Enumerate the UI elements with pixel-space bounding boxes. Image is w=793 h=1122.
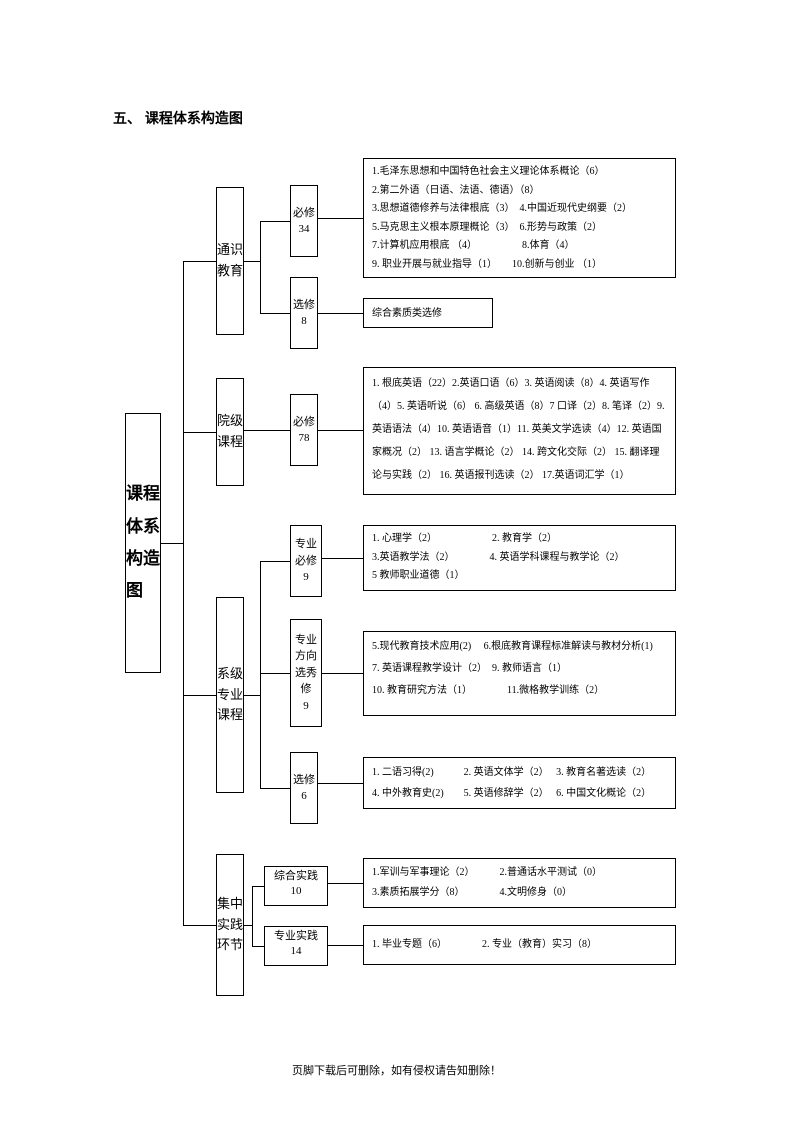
conn-b-b1 bbox=[244, 430, 290, 431]
conn-c-c1 bbox=[260, 561, 290, 562]
conn-a-a1 bbox=[260, 221, 290, 222]
l1-general-edu: 通识教育 bbox=[216, 187, 244, 335]
conn-d-d2 bbox=[252, 946, 264, 947]
l2-a2: 选修 8 bbox=[290, 277, 318, 349]
content-b1-text: 1. 根底英语（22）2.英语口语（6）3. 英语阅读（8）4. 英语写作（4）… bbox=[364, 368, 675, 491]
l2-c3-credit: 6 bbox=[301, 788, 307, 805]
l2-d2-label: 专业实践 bbox=[274, 930, 318, 942]
content-d1: 1.军训与军事理论（2） 2.普通话水平测试（0） 3.素质拓展学分（8） 4.… bbox=[363, 858, 676, 908]
content-c3: 1. 二语习得(2) 2. 英语文体学（2） 3. 教育名著选读（2） 4. 中… bbox=[363, 757, 676, 809]
conn-root-spine bbox=[183, 261, 184, 926]
l2-a2-credit: 8 bbox=[301, 313, 307, 330]
content-c1-text: 1. 心理学（2） 2. 教育学（2） 3.英语教学法（2） 4. 英语学科课程… bbox=[364, 526, 675, 590]
conn-d2-content bbox=[328, 945, 363, 946]
content-d1-text: 1.军训与军事理论（2） 2.普通话水平测试（0） 3.素质拓展学分（8） 4.… bbox=[364, 859, 675, 907]
l2-c1-credit: 9 bbox=[303, 569, 309, 586]
conn-d-spine bbox=[252, 886, 253, 946]
l2-c1-label: 专业必修 bbox=[295, 536, 317, 569]
content-d2: 1. 毕业专题（6） 2. 专业（教育）实习（8） bbox=[363, 925, 676, 965]
l2-d1: 综合实践 10 bbox=[264, 866, 328, 906]
content-c1: 1. 心理学（2） 2. 教育学（2） 3.英语教学法（2） 4. 英语学科课程… bbox=[363, 525, 676, 591]
conn-root-b bbox=[183, 432, 216, 433]
root-box: 课程体系构造图 bbox=[125, 413, 161, 673]
l2-b1-label: 必修 bbox=[293, 414, 315, 431]
conn-a-a2 bbox=[260, 313, 290, 314]
content-c3-text: 1. 二语习得(2) 2. 英语文体学（2） 3. 教育名著选读（2） 4. 中… bbox=[364, 758, 675, 808]
l2-d2-credit: 14 bbox=[291, 945, 302, 957]
conn-c-c2 bbox=[260, 673, 290, 674]
conn-root-d bbox=[183, 925, 216, 926]
conn-d1-content bbox=[328, 883, 363, 884]
conn-root-stub bbox=[161, 543, 183, 544]
conn-root-a bbox=[183, 261, 216, 262]
l2-a2-label: 选修 bbox=[293, 297, 315, 314]
content-a1: 1.毛泽东思想和中国特色社会主义理论体系概论（6） 2.第二外语（日语、法语、德… bbox=[363, 158, 676, 278]
section-heading: 五、 课程体系构造图 bbox=[113, 108, 243, 128]
l2-a1-label: 必修 bbox=[293, 205, 315, 222]
conn-c2-content bbox=[322, 673, 363, 674]
l2-d1-label: 综合实践 bbox=[274, 870, 318, 882]
l2-c1: 专业必修 9 bbox=[290, 525, 322, 597]
l2-c3: 选修 6 bbox=[290, 752, 318, 824]
l1-dept-course: 系级专业课程 bbox=[216, 597, 244, 793]
l2-a1: 必修 34 bbox=[290, 185, 318, 257]
l2-d2: 专业实践 14 bbox=[264, 926, 328, 966]
conn-b1-content bbox=[318, 430, 363, 431]
conn-root-c bbox=[183, 695, 216, 696]
conn-c-c3 bbox=[260, 788, 290, 789]
l1-general-edu-title: 通识教育 bbox=[217, 188, 243, 334]
l2-c3-label: 选修 bbox=[293, 772, 315, 789]
root-title: 课程体系构造图 bbox=[126, 414, 160, 672]
l2-b1: 必修 78 bbox=[290, 394, 318, 466]
conn-c-spine bbox=[260, 561, 261, 789]
content-a2: 综合素质类选修 bbox=[363, 298, 493, 328]
conn-c-stub bbox=[244, 695, 260, 696]
l1-school-course: 院级课程 bbox=[216, 378, 244, 486]
l1-practice: 集中实践环节 bbox=[216, 854, 244, 996]
l2-c2-label: 专业方向选秀修 bbox=[295, 632, 317, 698]
content-c2-text: 5.现代教育技术应用(2) 6.根底教育课程标准解读与教材分析(1) 7. 英语… bbox=[364, 632, 675, 706]
l1-school-course-title: 院级课程 bbox=[217, 379, 243, 485]
l2-c2-credit: 9 bbox=[303, 698, 309, 715]
conn-c3-content bbox=[318, 783, 363, 784]
content-a2-text: 综合素质类选修 bbox=[364, 299, 492, 329]
conn-a-spine bbox=[260, 221, 261, 313]
l2-a1-credit: 34 bbox=[299, 221, 310, 238]
conn-c1-content bbox=[322, 558, 363, 559]
page-footer: 页脚下载后可删除，如有侵权请告知删除！ bbox=[0, 1062, 793, 1078]
l1-dept-course-title: 系级专业课程 bbox=[217, 598, 243, 792]
conn-a-stub bbox=[244, 261, 260, 262]
conn-a1-content bbox=[318, 218, 363, 219]
content-c2: 5.现代教育技术应用(2) 6.根底教育课程标准解读与教材分析(1) 7. 英语… bbox=[363, 631, 676, 716]
content-b1: 1. 根底英语（22）2.英语口语（6）3. 英语阅读（8）4. 英语写作（4）… bbox=[363, 367, 676, 495]
l2-c2: 专业方向选秀修 9 bbox=[290, 619, 322, 727]
content-a1-text: 1.毛泽东思想和中国特色社会主义理论体系概论（6） 2.第二外语（日语、法语、德… bbox=[364, 159, 675, 278]
conn-a2-content bbox=[318, 313, 363, 314]
l2-b1-credit: 78 bbox=[299, 430, 310, 447]
content-d2-text: 1. 毕业专题（6） 2. 专业（教育）实习（8） bbox=[364, 926, 675, 964]
conn-d-d1 bbox=[252, 886, 264, 887]
conn-d-stub bbox=[244, 925, 252, 926]
l2-d1-credit: 10 bbox=[291, 885, 302, 897]
l1-practice-title: 集中实践环节 bbox=[217, 855, 243, 995]
